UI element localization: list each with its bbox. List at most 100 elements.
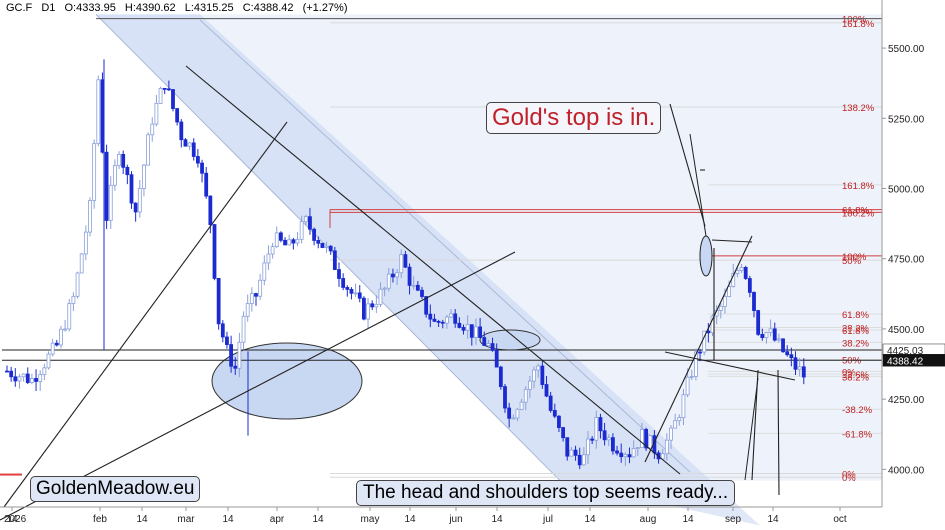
candle-body [598, 417, 603, 432]
candle-body [17, 376, 22, 382]
x-tick-label: feb [93, 514, 107, 525]
candle-body [432, 318, 437, 322]
callout-pointer [744, 377, 759, 481]
candle-body [200, 162, 204, 174]
candle-body [283, 239, 287, 246]
candle-body [627, 454, 632, 458]
candle-body [312, 228, 317, 241]
candle-body [121, 153, 126, 168]
candle-body [561, 427, 565, 439]
candle-body [274, 232, 279, 248]
candle-body [88, 200, 92, 233]
trendline [669, 103, 706, 227]
x-tick-label: 14 [222, 514, 234, 525]
timeframe: D1 [41, 2, 56, 14]
left-shoulder-ellipse [211, 342, 363, 420]
candle-body [21, 373, 26, 378]
candle-body [50, 342, 55, 355]
candle-body [345, 287, 350, 290]
candle-body [615, 450, 619, 454]
candle-body [540, 365, 545, 385]
candle-body [262, 262, 267, 281]
candle-body [179, 121, 184, 141]
candle-body [752, 292, 756, 311]
candle-body [428, 313, 433, 320]
candle-body [29, 378, 34, 383]
candle-body [768, 328, 773, 333]
candle-body [631, 448, 636, 458]
candle-body [586, 438, 590, 456]
candle-body [494, 349, 499, 368]
candle-body [519, 401, 524, 410]
candle-body [420, 289, 424, 297]
candlesticks [5, 59, 806, 470]
candle-body [9, 370, 14, 378]
candle-body [552, 410, 557, 417]
candle-body [42, 367, 47, 376]
candle-body [424, 296, 429, 315]
candle-body [747, 278, 752, 293]
candle-body [266, 253, 271, 264]
candle-body [303, 216, 308, 223]
candle-body [436, 320, 441, 323]
candle-body [320, 242, 325, 248]
x-tick-label: may [361, 514, 380, 525]
candle-body [220, 323, 225, 338]
candle-body [528, 380, 532, 390]
price-tag-label: 4425.03 [887, 346, 924, 357]
candle-body [718, 305, 723, 311]
x-tick-label: 14 [6, 514, 18, 525]
y-tick-label: 5250.00 [888, 114, 925, 125]
fib-label-left: 0% [842, 470, 856, 481]
candle-body [216, 277, 221, 325]
candle-body [13, 376, 18, 382]
y-tick-label: 4500.00 [888, 325, 925, 336]
candle-body [602, 430, 607, 441]
candle-body [75, 272, 80, 297]
candle-body [299, 221, 304, 240]
candle-body [565, 437, 570, 457]
candle-body [162, 87, 167, 90]
fib-label-left: 100% [842, 15, 867, 26]
x-tick-label: 14 [584, 514, 596, 525]
candle-body [258, 279, 263, 297]
price-tag-label: 4388.42 [887, 356, 924, 367]
candle-body [486, 343, 491, 346]
candle-body [79, 253, 84, 274]
candle-body [129, 174, 134, 204]
x-tick-label: 14 [682, 514, 694, 525]
candle-body [225, 336, 229, 345]
candle-body [490, 343, 495, 351]
channel-edge-line [199, 19, 691, 473]
trendline [185, 65, 681, 475]
chart-header: GC.F D1 O:4333.95 H:4390.62 L:4315.25 C:… [6, 2, 354, 14]
candle-body [797, 366, 802, 370]
fib-levels: 100%161.8%138.2%61.8%100.2%50%0%0%161.8%… [2, 15, 882, 484]
fib-label-right: -61.8% [842, 429, 873, 440]
x-tick-label: jun [448, 514, 462, 525]
high-value: H:4390.62 [124, 2, 176, 14]
candle-body [415, 284, 420, 291]
candle-body [204, 172, 209, 197]
y-tick-label: 5500.00 [888, 44, 925, 55]
y-tick-label: 4250.00 [888, 395, 925, 406]
candle-body [619, 452, 624, 458]
x-tick-label: 14 [767, 514, 779, 525]
candle-body [606, 437, 611, 441]
trendline [644, 235, 753, 463]
candle-body [399, 254, 404, 274]
candle-body [295, 238, 300, 244]
close-value: C:4388.42 [242, 2, 294, 14]
fib-label-left: 138.2% [842, 103, 875, 114]
candle-body [590, 438, 595, 441]
candle-body [403, 254, 408, 268]
candle-body [108, 184, 113, 221]
candle-body [374, 303, 379, 308]
low-value: L:4315.25 [184, 2, 234, 14]
candle-body [171, 89, 175, 109]
candle-body [581, 454, 586, 466]
x-tick-label: 14 [404, 514, 416, 525]
candle-body [83, 231, 88, 255]
candle-body [96, 79, 101, 145]
